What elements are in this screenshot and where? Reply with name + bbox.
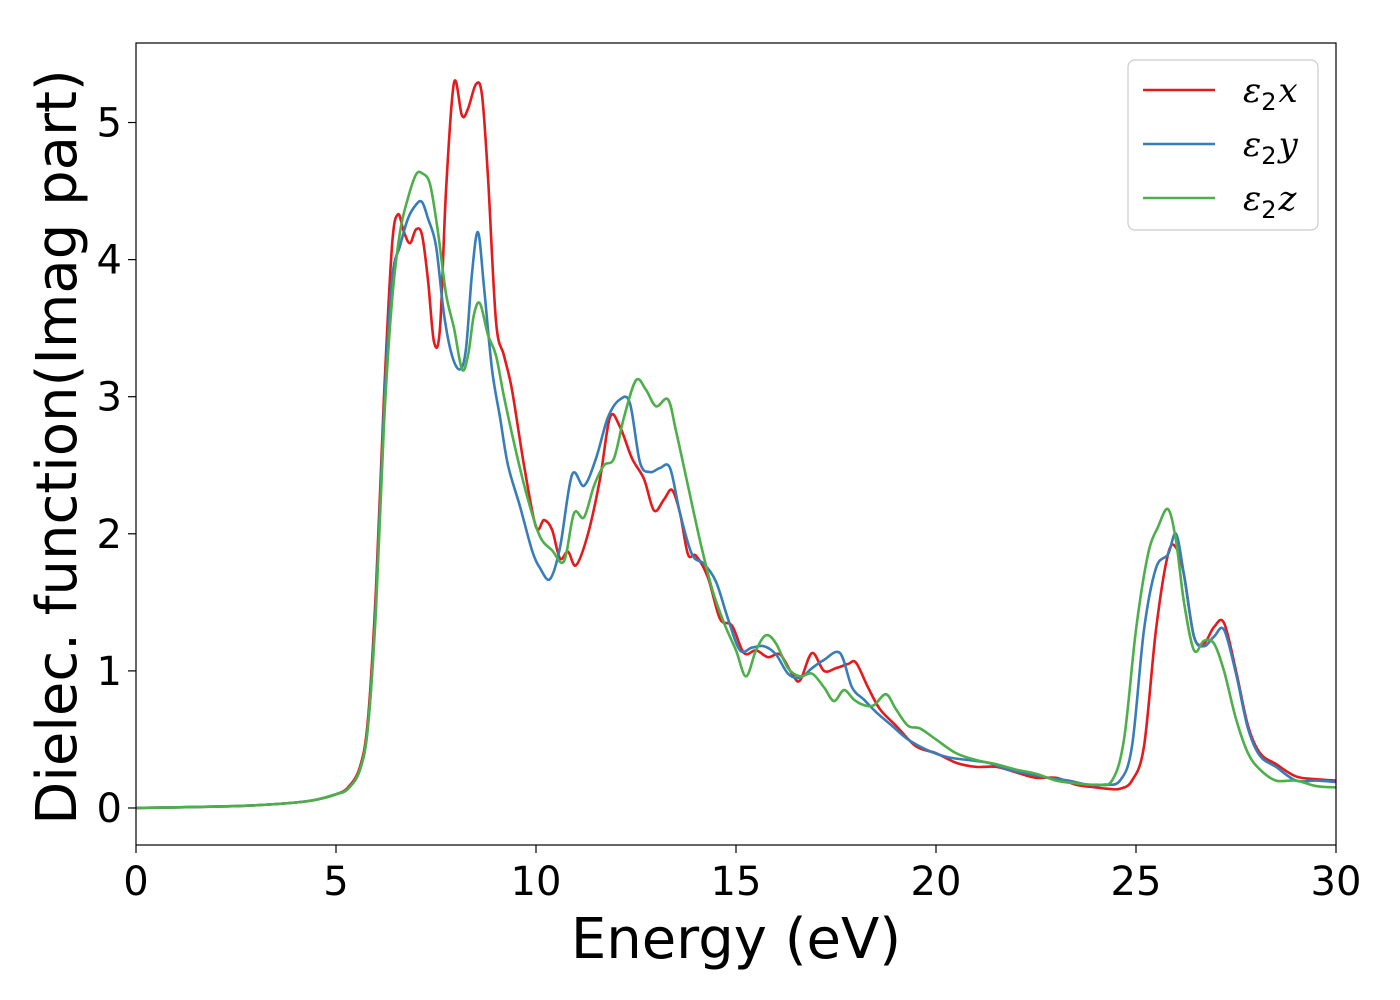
x-tick-label: 5 xyxy=(323,859,348,905)
x-tick-label: 30 xyxy=(1311,859,1362,905)
legend-label-z: ε2z xyxy=(1243,179,1298,224)
legend-label-x: ε2x xyxy=(1243,71,1298,116)
x-tick-label: 20 xyxy=(911,859,962,905)
y-tick-label: 5 xyxy=(97,101,122,147)
legend-label-y: ε2y xyxy=(1243,125,1299,170)
y-tick-label: 2 xyxy=(97,512,122,558)
x-tick-label: 15 xyxy=(711,859,762,905)
y-tick-label: 0 xyxy=(97,786,122,832)
x-tick-label: 0 xyxy=(123,859,148,905)
x-axis-title: Energy (eV) xyxy=(571,907,901,972)
legend-box xyxy=(1127,59,1319,231)
x-tick-label: 25 xyxy=(1111,859,1162,905)
y-axis-title: Dielec. function(Imag part) xyxy=(25,69,90,825)
series-layer xyxy=(136,79,1336,810)
series-line-y xyxy=(136,199,1336,810)
x-axis: 0 5 10 15 20 25 30 xyxy=(123,845,1361,905)
series-line-z xyxy=(136,170,1336,810)
x-tick-label: 10 xyxy=(511,859,562,905)
y-tick-label: 3 xyxy=(97,375,122,421)
y-axis: 0 1 2 3 4 5 xyxy=(97,101,136,832)
y-tick-label: 4 xyxy=(97,238,122,284)
y-tick-label: 1 xyxy=(97,649,122,695)
legend: ε2x ε2y ε2z xyxy=(1127,59,1319,231)
